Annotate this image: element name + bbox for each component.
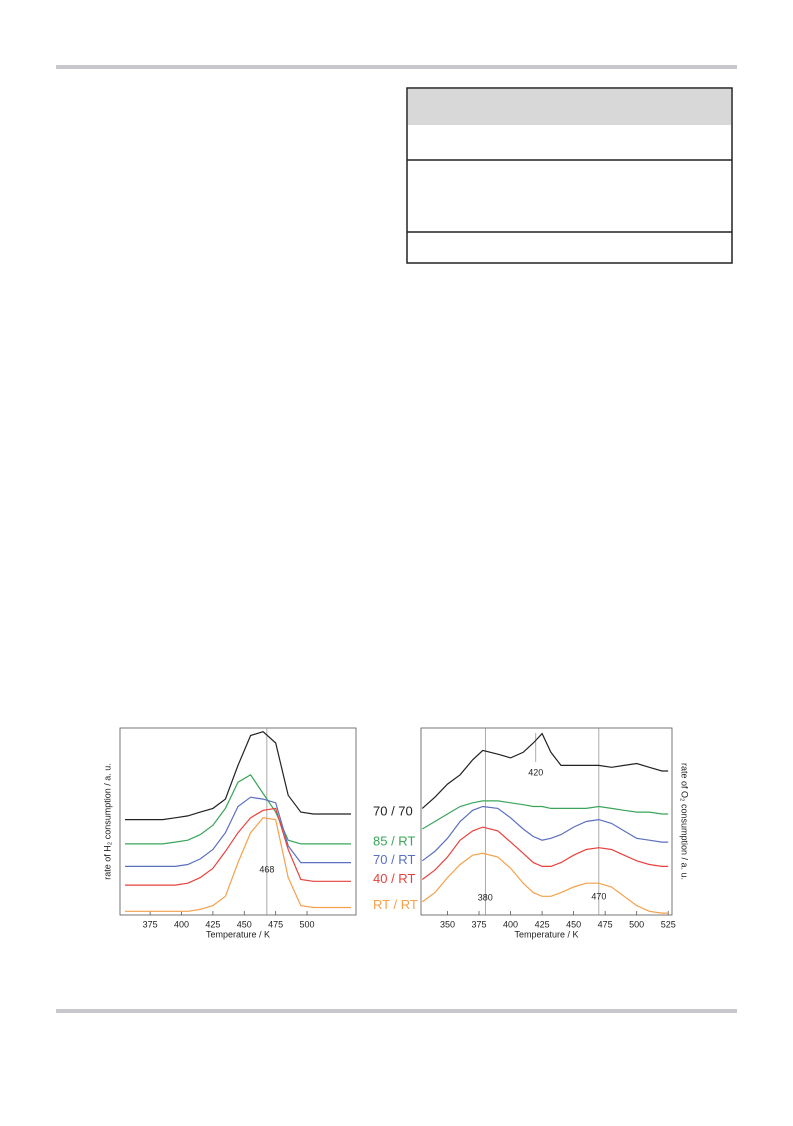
data-line xyxy=(421,826,669,880)
annotation: 468 xyxy=(259,864,274,874)
x-tick-label: 425 xyxy=(535,919,550,929)
data-line xyxy=(421,805,669,862)
chart: 350 375 400 425 450 475 500 525 Temperature / K r… xyxy=(420,727,690,939)
legend-entry: RT / RT xyxy=(373,897,418,912)
x-axis-label: Temperature / K xyxy=(514,929,578,939)
x-tick-label: 425 xyxy=(205,919,220,929)
chart: 375 400 425 450 475 500 Temperature / K rate of… xyxy=(102,727,418,939)
data-line xyxy=(421,800,669,830)
data-line xyxy=(421,732,669,809)
data-line xyxy=(125,796,351,868)
y-axis-label: rate of H₂ consumption / a. u. xyxy=(102,763,112,880)
footer-rule xyxy=(56,1009,737,1013)
x-tick-label: 525 xyxy=(661,919,676,929)
x-tick-label: 500 xyxy=(629,919,644,929)
x-tick-label: 475 xyxy=(268,919,283,929)
legend-entry: 85 / RT xyxy=(373,833,415,848)
data-line xyxy=(125,773,351,845)
legend-entry: 70 / 70 xyxy=(373,803,413,818)
x-tick-label: 450 xyxy=(237,919,252,929)
plot-frame xyxy=(420,727,673,916)
plot-frame xyxy=(119,727,357,916)
x-tick-label: 500 xyxy=(300,919,315,929)
data-line xyxy=(421,852,669,914)
table-header xyxy=(408,89,731,125)
table xyxy=(406,87,733,264)
header-rule xyxy=(56,65,737,69)
x-tick-label: 450 xyxy=(566,919,581,929)
x-tick-label: 375 xyxy=(143,919,158,929)
x-tick-label: 400 xyxy=(503,919,518,929)
x-axis-label: Temperature / K xyxy=(206,929,270,939)
y-axis-label: rate of O₂ consumption / a. u. xyxy=(680,763,690,880)
x-tick-label: 475 xyxy=(598,919,613,929)
x-tick-label: 400 xyxy=(174,919,189,929)
legend-entry: 40 / RT xyxy=(373,871,415,886)
annotation: 420 xyxy=(528,767,543,777)
data-line xyxy=(125,807,351,886)
x-tick-label: 350 xyxy=(440,919,455,929)
x-tick-label: 375 xyxy=(472,919,487,929)
data-line xyxy=(125,817,351,912)
data-line xyxy=(125,731,351,821)
annotation: 470 xyxy=(591,891,606,901)
legend-entry: 70 / RT xyxy=(373,852,415,867)
annotation: 380 xyxy=(478,892,493,902)
